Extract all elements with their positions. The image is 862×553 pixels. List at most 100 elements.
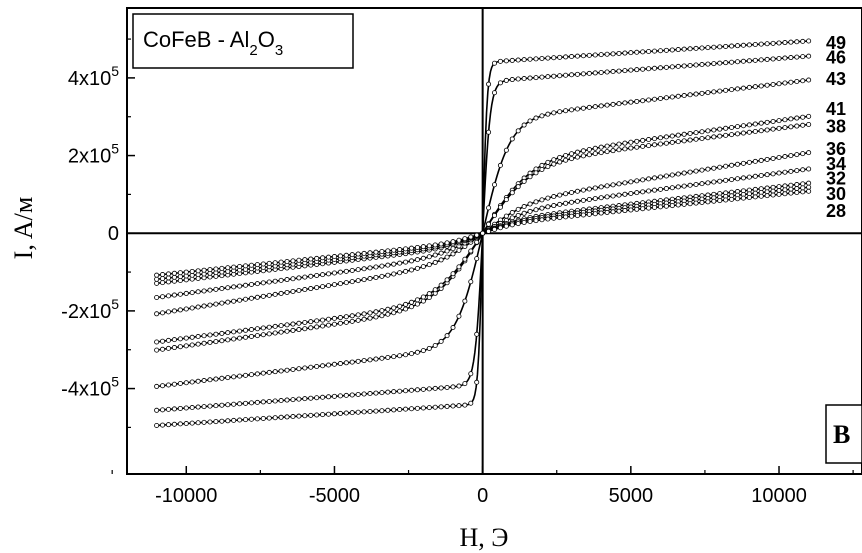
- data-point: [308, 256, 314, 262]
- data-point: [361, 316, 367, 322]
- data-point: [491, 60, 497, 66]
- data-point: [331, 411, 337, 417]
- data-point: [788, 153, 794, 159]
- data-point: [521, 204, 527, 210]
- data-point: [201, 404, 207, 410]
- data-point: [426, 243, 432, 249]
- data-point: [569, 107, 575, 113]
- data-point: [557, 192, 563, 198]
- data-point: [165, 382, 171, 388]
- data-point: [420, 264, 426, 270]
- data-point: [420, 405, 426, 411]
- data-point: [764, 82, 770, 88]
- data-point: [201, 303, 207, 309]
- data-point: [711, 61, 717, 67]
- data-point: [758, 41, 764, 47]
- data-point: [154, 339, 160, 345]
- data-point: [189, 379, 195, 385]
- data-point: [213, 286, 219, 292]
- data-point: [752, 121, 758, 127]
- data-point: [171, 421, 177, 427]
- data-point: [343, 280, 349, 286]
- data-point: [337, 315, 343, 321]
- data-point: [426, 262, 432, 268]
- data-point: [628, 50, 634, 56]
- data-point: [314, 364, 320, 370]
- data-point: [657, 48, 663, 54]
- data-point: [302, 257, 308, 263]
- data-point: [225, 375, 231, 381]
- data-point: [165, 422, 171, 428]
- data-point: [616, 181, 622, 187]
- y-axis-title: I, A/м: [9, 197, 38, 260]
- data-point: [154, 383, 160, 389]
- data-point: [640, 137, 646, 143]
- data-point: [426, 405, 432, 411]
- x-axis-title: H, Э: [460, 523, 509, 552]
- data-point: [598, 195, 604, 201]
- data-point: [746, 129, 752, 135]
- data-point: [693, 181, 699, 187]
- data-point: [296, 327, 302, 333]
- data-point: [788, 39, 794, 45]
- data-point: [586, 104, 592, 110]
- data-point: [616, 68, 622, 74]
- data-point: [527, 201, 533, 207]
- data-point: [397, 388, 403, 394]
- data-point: [290, 288, 296, 294]
- data-point: [385, 311, 391, 317]
- data-point: [735, 43, 741, 49]
- series-label: 38: [826, 117, 846, 137]
- data-point: [539, 55, 545, 61]
- data-point: [177, 344, 183, 350]
- data-point: [474, 331, 480, 337]
- data-point: [414, 405, 420, 411]
- data-point: [533, 199, 539, 205]
- data-point: [586, 211, 592, 217]
- data-point: [770, 81, 776, 87]
- data-point: [450, 239, 456, 245]
- data-point: [770, 155, 776, 161]
- data-point: [231, 298, 237, 304]
- data-point: [409, 267, 415, 273]
- data-point: [551, 157, 557, 163]
- data-point: [326, 362, 332, 368]
- data-point: [154, 294, 160, 300]
- data-point: [296, 257, 302, 263]
- data-point: [687, 201, 693, 207]
- data-point: [302, 413, 308, 419]
- data-point: [539, 217, 545, 223]
- data-point: [171, 381, 177, 387]
- data-point: [254, 333, 260, 339]
- data-point: [764, 156, 770, 162]
- data-point: [521, 178, 527, 184]
- data-point: [486, 221, 492, 227]
- data-point: [515, 206, 521, 212]
- series-label: 41: [826, 99, 846, 119]
- data-point: [746, 122, 752, 128]
- data-point: [403, 268, 409, 274]
- data-point: [254, 262, 260, 268]
- data-point: [361, 311, 367, 317]
- data-point: [302, 396, 308, 402]
- data-point: [237, 297, 243, 303]
- data-point: [497, 80, 503, 86]
- data-point: [183, 335, 189, 341]
- data-point: [160, 422, 166, 428]
- data-point: [634, 138, 640, 144]
- data-point: [794, 54, 800, 60]
- data-point: [326, 254, 332, 260]
- data-point: [557, 215, 563, 221]
- data-point: [284, 289, 290, 295]
- data-point: [456, 247, 462, 253]
- data-point: [663, 140, 669, 146]
- data-point: [675, 47, 681, 53]
- data-point: [628, 207, 634, 213]
- data-point: [337, 410, 343, 416]
- data-point: [379, 249, 385, 255]
- data-point: [539, 113, 545, 119]
- data-point: [225, 330, 231, 336]
- data-point: [681, 201, 687, 207]
- data-point: [248, 333, 254, 339]
- data-point: [569, 213, 575, 219]
